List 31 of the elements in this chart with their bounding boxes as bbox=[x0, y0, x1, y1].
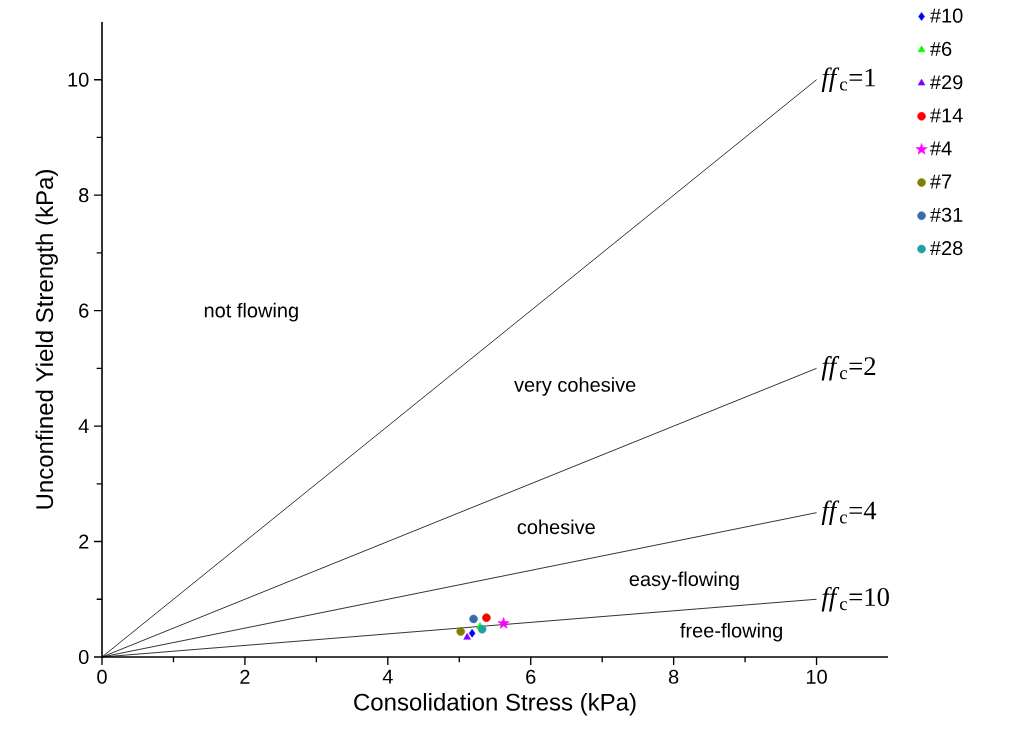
x-tick-label: 8 bbox=[668, 669, 679, 684]
y-tick-label: 2 bbox=[79, 534, 89, 549]
annotation: very cohesive bbox=[514, 377, 636, 396]
x-tick-label: 2 bbox=[240, 669, 250, 684]
annotation: not flowing bbox=[204, 302, 298, 322]
series-label: ff$_{c}$=1 bbox=[821, 67, 876, 92]
series-label: ff$_{c}$=2 bbox=[821, 356, 876, 381]
x-tick-label: 4 bbox=[382, 669, 393, 684]
annotation: cohesive bbox=[517, 519, 595, 535]
y-tick-label: 0 bbox=[78, 649, 89, 665]
x-tick-label: 6 bbox=[526, 669, 536, 684]
legend-label: #29 bbox=[930, 75, 963, 90]
legend-label: #28 bbox=[930, 241, 963, 256]
y-axis-title: Unconfined Yield Strength (kPa) bbox=[35, 170, 58, 509]
annotation: free-flowing bbox=[680, 622, 782, 642]
x-tick-label: 10 bbox=[806, 669, 827, 684]
legend-label: #7 bbox=[930, 174, 952, 189]
y-tick-label: 10 bbox=[68, 72, 89, 87]
legend-label: #31 bbox=[930, 207, 963, 222]
series-label: ff$_{c}$=10 bbox=[821, 587, 889, 612]
y-tick-label: 8 bbox=[79, 188, 89, 203]
x-tick-label: 0 bbox=[97, 669, 107, 684]
legend-label: #14 bbox=[930, 108, 963, 123]
x-axis-title: Consolidation Stress (kPa) bbox=[354, 693, 636, 716]
legend-label: #10 bbox=[930, 8, 963, 23]
y-tick-label: 4 bbox=[78, 419, 89, 433]
legend-label: #4 bbox=[930, 141, 952, 156]
annotation: easy-flowing bbox=[629, 571, 739, 591]
y-tick-label: 6 bbox=[79, 303, 89, 318]
legend-label: #6 bbox=[930, 41, 952, 56]
series-label: ff$_{c}$=4 bbox=[821, 500, 877, 525]
